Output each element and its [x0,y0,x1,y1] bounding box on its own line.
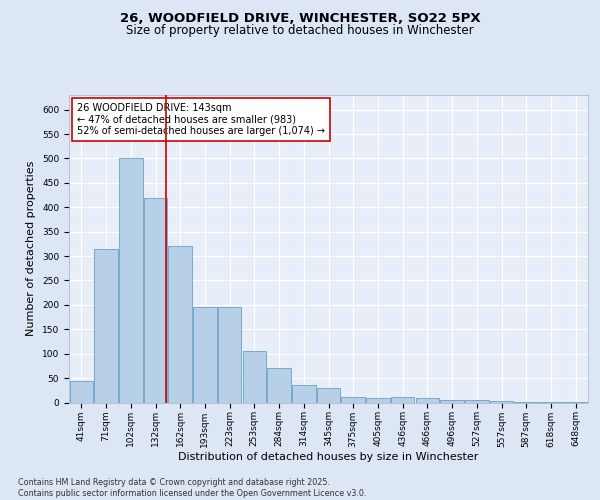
Text: 26 WOODFIELD DRIVE: 143sqm
← 47% of detached houses are smaller (983)
52% of sem: 26 WOODFIELD DRIVE: 143sqm ← 47% of deta… [77,102,325,136]
X-axis label: Distribution of detached houses by size in Winchester: Distribution of detached houses by size … [178,452,479,462]
Bar [169,246,192,402]
Bar [218,308,241,402]
Text: 26, WOODFIELD DRIVE, WINCHESTER, SO22 5PX: 26, WOODFIELD DRIVE, WINCHESTER, SO22 5P… [119,12,481,26]
Bar [317,388,340,402]
Bar [292,386,316,402]
Bar [268,368,291,402]
Bar [70,380,93,402]
Text: Size of property relative to detached houses in Winchester: Size of property relative to detached ho… [126,24,474,37]
Bar [440,400,464,402]
Bar [119,158,143,402]
Bar [242,351,266,403]
Bar [144,198,167,402]
Bar [94,248,118,402]
Text: Contains HM Land Registry data © Crown copyright and database right 2025.
Contai: Contains HM Land Registry data © Crown c… [18,478,367,498]
Bar [193,308,217,402]
Bar [465,400,488,402]
Bar [366,398,389,402]
Bar [391,396,415,402]
Bar [416,398,439,402]
Bar [490,401,513,402]
Y-axis label: Number of detached properties: Number of detached properties [26,161,37,336]
Bar [341,396,365,402]
